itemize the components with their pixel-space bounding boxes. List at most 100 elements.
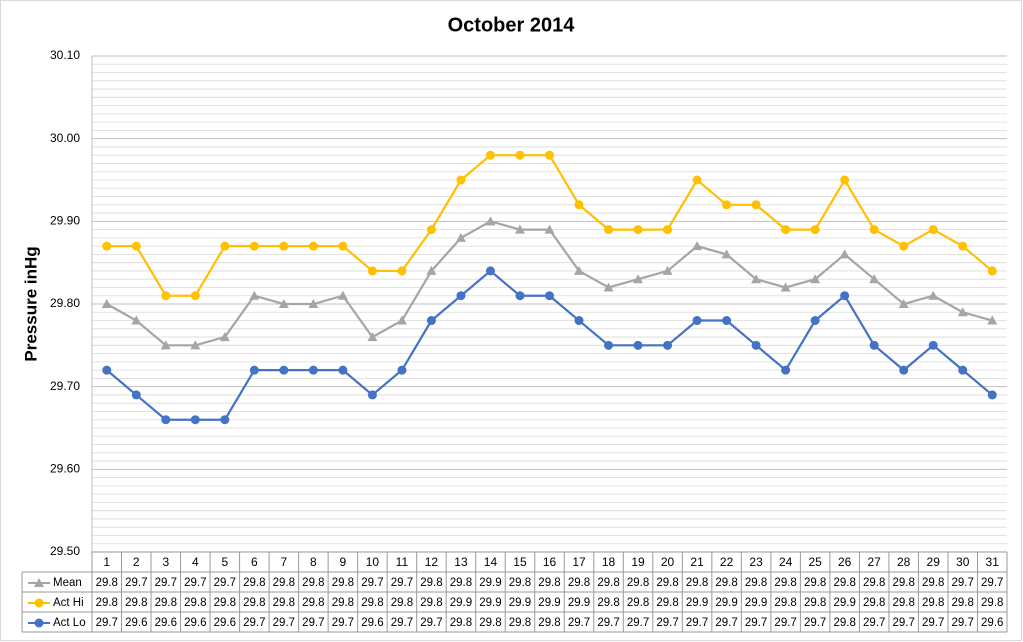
point [780,282,791,292]
point [957,307,968,317]
table-cell: 29.8 [96,597,118,609]
table-cell: 29.7 [981,577,1003,589]
x-tick-label: 5 [221,555,228,569]
table-cell: 29.7 [155,577,177,589]
point [633,340,643,350]
table-cell: 29.8 [155,597,177,609]
point [456,175,466,185]
table-cell: 29.9 [479,577,501,589]
table-cell: 29.7 [952,577,974,589]
point [810,274,821,284]
legend-marker [34,578,44,587]
point [367,266,377,276]
point [810,225,820,235]
point [574,200,584,210]
point [574,316,584,326]
point [869,274,880,284]
point [633,274,644,284]
point [219,332,230,342]
point [220,241,230,251]
table-cell: 29.6 [184,617,206,629]
point [102,241,112,251]
x-tick-label: 30 [956,555,970,569]
point [810,316,820,326]
table-cell: 29.8 [391,597,413,609]
table-cell: 29.6 [125,617,147,629]
table-cell: 29.8 [420,597,442,609]
x-tick-label: 21 [690,555,704,569]
x-tick-label: 15 [513,555,527,569]
table-cell: 29.8 [450,577,472,589]
table-cell: 29.8 [686,577,708,589]
x-tick-label: 14 [484,555,498,569]
table-cell: 29.7 [332,617,354,629]
table-cell: 29.9 [509,597,531,609]
table-cell: 29.8 [597,597,619,609]
x-tick-label: 7 [281,555,288,569]
point [515,291,525,301]
table-cell: 29.8 [125,597,147,609]
point [308,299,319,308]
x-tick-label: 23 [749,555,763,569]
table-cell: 29.7 [96,617,118,629]
point [869,340,879,350]
table-cell: 29.7 [420,617,442,629]
point [308,241,318,251]
point [899,241,909,251]
point [338,365,348,375]
y-tick-label: 29.90 [50,214,80,228]
point [249,365,259,375]
table-cell: 29.9 [568,597,590,609]
point [928,225,938,235]
legend-label: Act Lo [53,617,86,629]
table-cell: 29.8 [302,597,324,609]
table-cell: 29.7 [686,617,708,629]
y-tick-label: 30.10 [50,48,80,62]
point [249,290,260,300]
point [161,415,171,425]
point [514,224,525,234]
point [751,200,761,210]
table-cell: 29.8 [952,597,974,609]
point [278,299,289,308]
table-cell: 29.8 [774,597,796,609]
table-cell: 29.8 [361,597,383,609]
point [958,365,968,375]
y-tick-label: 29.50 [50,544,80,558]
table-cell: 29.7 [361,577,383,589]
point [279,241,289,251]
point [987,315,998,325]
y-axis-label: Pressure inHg [21,246,40,361]
legend-label: Act Hi [53,597,84,609]
table-cell: 29.8 [863,597,885,609]
point [898,299,909,308]
table-cell: 29.7 [391,617,413,629]
point [308,365,318,375]
chart-title: October 2014 [448,14,576,36]
x-tick-label: 1 [103,555,110,569]
table-cell: 29.8 [273,597,295,609]
table-cell: 29.7 [627,617,649,629]
point [751,274,762,284]
table-cell: 29.7 [804,617,826,629]
table-cell: 29.9 [833,597,855,609]
table-cell: 29.8 [745,577,767,589]
table-cell: 29.7 [391,577,413,589]
table-cell: 29.6 [981,617,1003,629]
point [337,290,348,300]
y-tick-label: 30.00 [50,131,80,145]
table-cell: 29.7 [243,617,265,629]
point [840,175,850,185]
point [987,266,997,276]
point [869,225,879,235]
point [249,241,259,251]
point [722,316,732,326]
point [545,291,554,301]
table-cell: 29.9 [715,597,737,609]
point [987,390,997,400]
point [190,415,200,425]
legend-marker [34,598,44,608]
table-cell: 29.9 [450,597,472,609]
x-tick-label: 22 [720,555,734,569]
